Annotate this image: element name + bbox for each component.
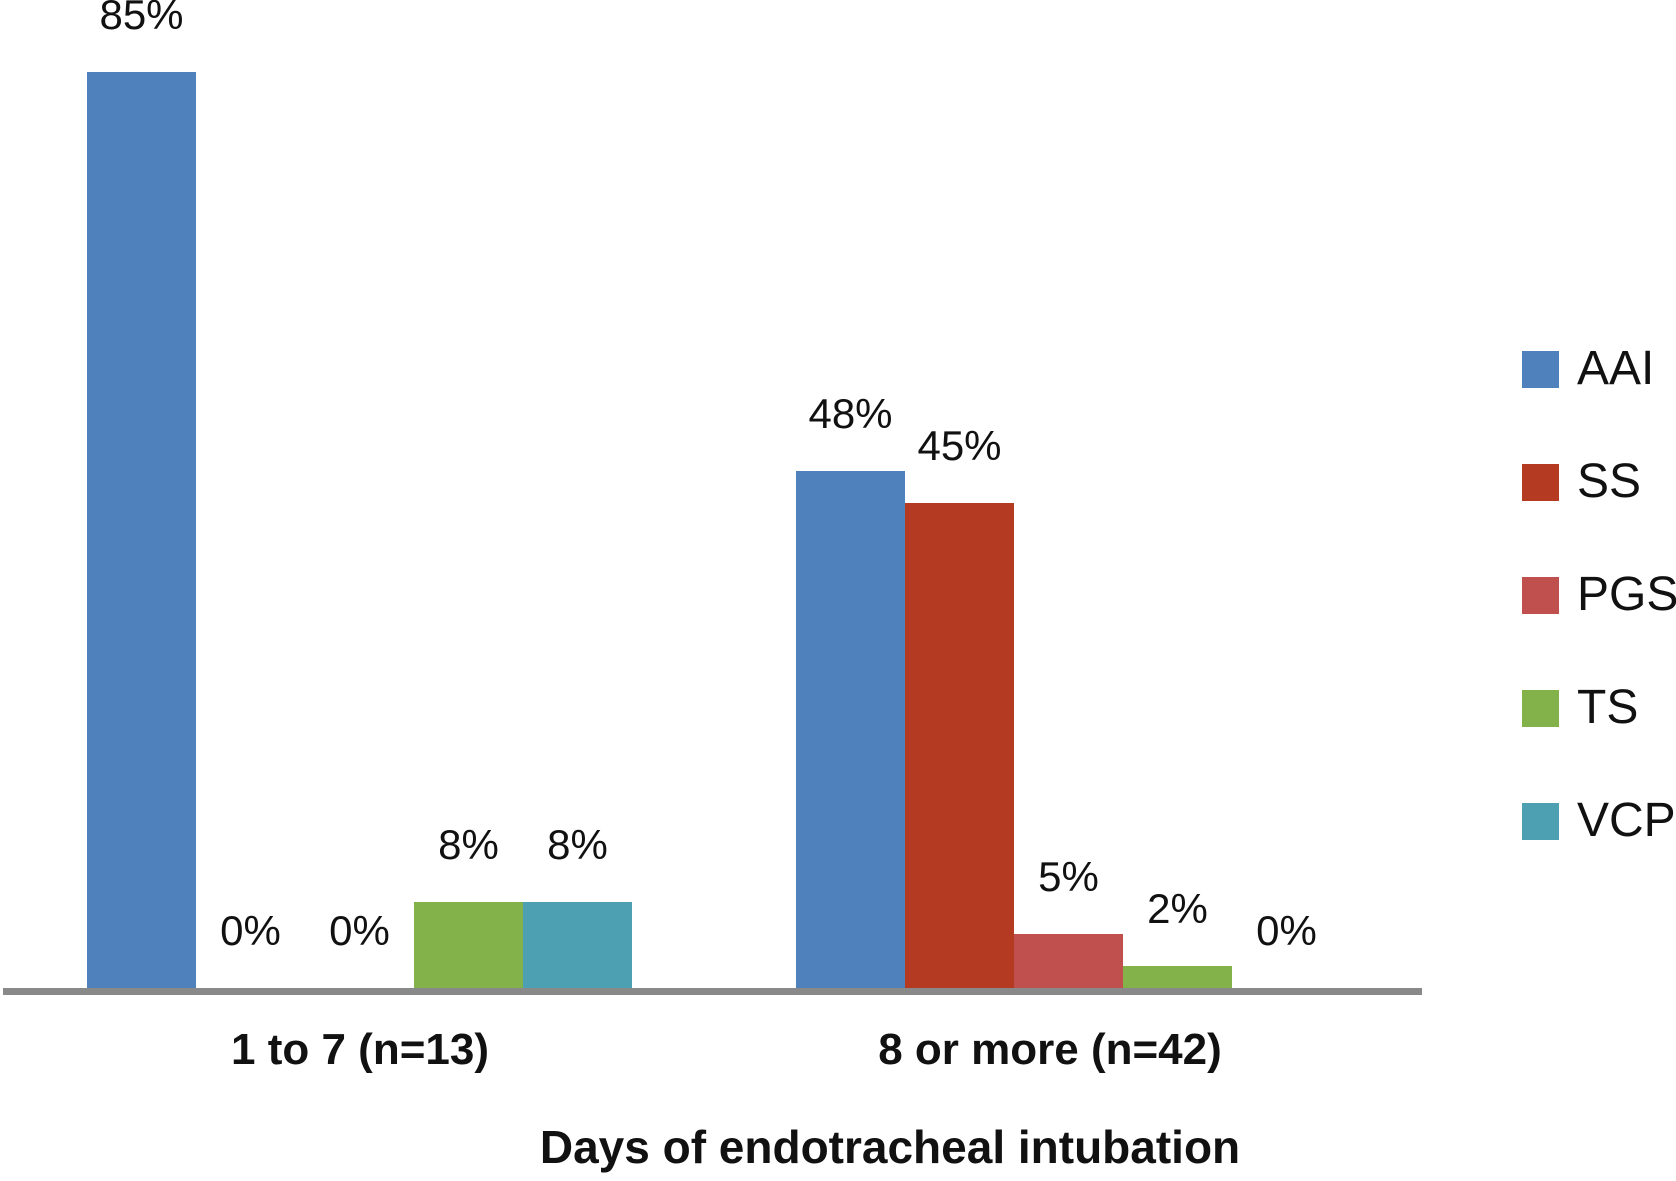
category-label-1: 1 to 7 (n=13) bbox=[231, 1025, 489, 1074]
legend-swatch-ts bbox=[1522, 689, 1559, 727]
bar-ts-cat1 bbox=[414, 902, 523, 988]
bar-pgs-cat2 bbox=[1014, 934, 1123, 988]
legend-entry-ts: TS bbox=[1522, 683, 1676, 733]
legend-entry-vcp: VCP bbox=[1522, 796, 1676, 846]
data-label-vcp-cat1: 8% bbox=[547, 821, 608, 868]
category-label-2: 8 or more (n=42) bbox=[878, 1025, 1222, 1074]
data-label-ss-cat2: 45% bbox=[917, 422, 1002, 469]
data-label-vcp-cat2: 0% bbox=[1256, 907, 1317, 954]
legend: AAI SS PGS TS VCP bbox=[1522, 344, 1676, 909]
x-axis-title: Days of endotracheal intubation bbox=[539, 1121, 1241, 1173]
bar-aai-cat1 bbox=[87, 72, 196, 988]
legend-swatch-vcp bbox=[1522, 802, 1559, 840]
bar-vcp-cat1 bbox=[523, 902, 632, 988]
legend-swatch-ss bbox=[1522, 463, 1559, 501]
legend-swatch-pgs bbox=[1522, 576, 1559, 614]
legend-entry-pgs: PGS bbox=[1522, 570, 1676, 620]
data-label-aai-cat2: 48% bbox=[808, 390, 893, 437]
bar-aai-cat2 bbox=[796, 471, 905, 988]
x-axis-line bbox=[3, 988, 1422, 995]
data-label-ts-cat2: 2% bbox=[1147, 885, 1208, 932]
legend-entry-aai: AAI bbox=[1522, 344, 1676, 394]
data-label-pgs-cat1: 0% bbox=[329, 907, 390, 954]
legend-label-vcp: VCP bbox=[1577, 794, 1676, 847]
data-label-ss-cat1: 0% bbox=[220, 907, 281, 954]
legend-label-pgs: PGS bbox=[1577, 568, 1676, 621]
data-label-pgs-cat2: 5% bbox=[1038, 853, 1099, 900]
legend-label-ts: TS bbox=[1577, 681, 1639, 734]
legend-label-ss: SS bbox=[1577, 455, 1642, 508]
data-label-aai-cat1: 85% bbox=[99, 0, 184, 38]
bar-ts-cat2 bbox=[1123, 966, 1232, 988]
legend-swatch-aai bbox=[1522, 350, 1559, 388]
legend-label-aai: AAI bbox=[1577, 342, 1655, 395]
bar-ss-cat2 bbox=[905, 503, 1014, 988]
legend-entry-ss: SS bbox=[1522, 457, 1676, 507]
data-label-ts-cat1: 8% bbox=[438, 821, 499, 868]
